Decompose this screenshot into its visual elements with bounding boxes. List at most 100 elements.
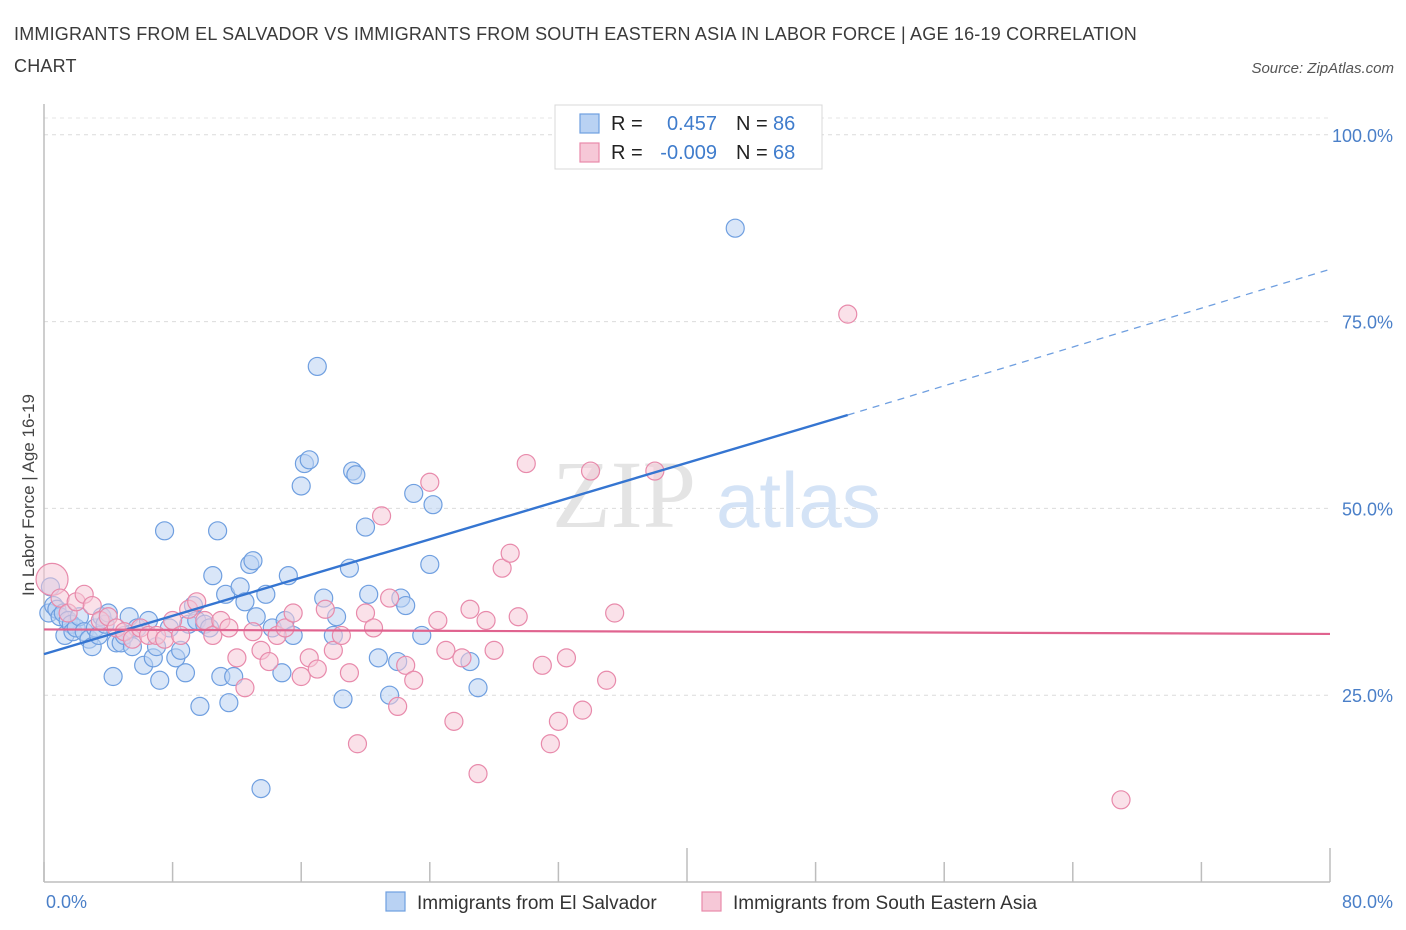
- y-tick-label: 50.0%: [1342, 499, 1393, 519]
- se-asia-point: [572, 700, 593, 720]
- se-asia-point: [476, 610, 496, 631]
- se-asia-point: [323, 640, 343, 660]
- r-value: 0.457: [667, 113, 717, 135]
- bottom-legend-swatch: [701, 891, 722, 912]
- el-salvador-point: [412, 625, 432, 646]
- x-tick-label-max: 80.0%: [1342, 892, 1393, 912]
- el-salvador-point: [307, 356, 327, 377]
- se-asia-point: [484, 640, 504, 660]
- se-asia-point: [500, 543, 520, 563]
- bottom-legend-label: Immigrants from El Salvador: [417, 893, 657, 914]
- se-asia-point: [460, 599, 480, 619]
- r-label: R =: [611, 142, 643, 164]
- se-asia-point: [428, 610, 448, 631]
- watermark-atlas: atlas: [716, 456, 881, 544]
- se-asia-point: [219, 618, 239, 638]
- watermark: ZIP atlas: [552, 441, 881, 548]
- se-asia-point: [516, 453, 536, 474]
- se-asia-point: [444, 711, 464, 731]
- se-asia-point: [452, 648, 472, 668]
- chart-title: IMMIGRANTS FROM EL SALVADOR VS IMMIGRANT…: [14, 24, 1137, 76]
- bottom-legend-label: Immigrants from South Eastern Asia: [733, 893, 1038, 914]
- se-asia-point: [597, 670, 617, 690]
- n-label: N =: [736, 142, 768, 164]
- r-label: R =: [611, 113, 643, 135]
- n-value: 86: [773, 113, 795, 135]
- se-asia-point: [645, 461, 665, 481]
- bottom-legend-swatch: [385, 891, 406, 912]
- el-salvador-point: [154, 521, 175, 541]
- se-asia-point: [436, 640, 456, 660]
- watermark-zip: ZIP: [552, 441, 696, 548]
- el-salvador-point: [203, 566, 223, 586]
- trend-lines: [43, 268, 1331, 656]
- se-asia-point: [331, 625, 351, 646]
- el-salvador-point: [359, 584, 379, 604]
- grid: [44, 117, 1330, 696]
- bottom-legend: Immigrants from El Salvador Immigrants fr…: [385, 891, 1038, 914]
- se-asia-point: [339, 663, 360, 683]
- el-salvador-point: [468, 678, 488, 698]
- se-asia-point: [404, 670, 424, 690]
- x-tick-label-min: 0.0%: [46, 892, 87, 912]
- se-asia-point: [82, 595, 102, 616]
- el-salvador-point: [420, 554, 440, 575]
- el-salvador-point: [333, 689, 353, 709]
- y-tick-label: 100.0%: [1332, 126, 1393, 146]
- se-asia-point: [363, 618, 384, 638]
- r-value: -0.009: [660, 142, 717, 164]
- se-asia-point: [154, 629, 175, 649]
- axes: [43, 104, 1331, 883]
- el-salvador-trend-line: [43, 413, 849, 656]
- se-asia-point: [540, 734, 560, 754]
- se-asia-point: [508, 607, 528, 627]
- n-value: 68: [773, 142, 795, 164]
- y-tick-label: 75.0%: [1342, 313, 1393, 333]
- el-salvador-point: [355, 517, 376, 537]
- el-salvador-point: [190, 696, 210, 717]
- stats-legend-swatch: [579, 113, 600, 134]
- el-salvador-point: [368, 648, 388, 668]
- se-asia-point: [468, 764, 488, 784]
- el-salvador-point: [235, 592, 255, 612]
- el-salvador-point: [291, 476, 311, 496]
- se-asia-point: [605, 603, 625, 623]
- el-salvador-point: [299, 450, 319, 470]
- el-salvador-point: [423, 495, 443, 515]
- y-axis-title: In Labor Force | Age 16-19: [19, 394, 38, 596]
- se-asia-point: [259, 651, 279, 672]
- se-asia-point: [1111, 790, 1131, 810]
- el-salvador-point: [175, 663, 196, 683]
- se-asia-point: [347, 734, 368, 754]
- se-asia-point: [380, 588, 400, 608]
- se-asia-point: [548, 711, 569, 731]
- se-asia-point: [291, 666, 311, 687]
- data-points: [35, 218, 1131, 810]
- el-salvador-trend-extension: [847, 268, 1331, 416]
- se-asia-point: [283, 603, 303, 623]
- se-asia-trend-line: [43, 628, 1331, 636]
- stats-legend: R = 0.457 N = 86 R = -0.009 N = 68: [554, 104, 823, 170]
- se-asia-point: [355, 603, 376, 623]
- el-salvador-point: [243, 551, 263, 571]
- se-asia-point: [838, 304, 858, 324]
- el-salvador-point: [272, 663, 292, 683]
- se-asia-point: [371, 506, 392, 526]
- source-label: Source: ZipAtlas.com: [1251, 60, 1394, 77]
- se-asia-point: [227, 648, 247, 668]
- se-asia-point: [243, 622, 263, 642]
- se-asia-point: [420, 472, 440, 492]
- el-salvador-point: [396, 595, 416, 616]
- se-asia-point: [388, 696, 408, 717]
- se-asia-point: [307, 659, 327, 679]
- el-salvador-point: [219, 693, 239, 713]
- se-asia-point: [396, 655, 416, 675]
- se-asia-point: [275, 618, 295, 638]
- se-asia-point: [235, 678, 255, 698]
- se-asia-point: [532, 655, 552, 675]
- el-salvador-point: [346, 465, 366, 485]
- el-salvador-point: [251, 779, 271, 799]
- stats-legend-swatch: [579, 142, 600, 163]
- se-asia-point: [556, 648, 577, 668]
